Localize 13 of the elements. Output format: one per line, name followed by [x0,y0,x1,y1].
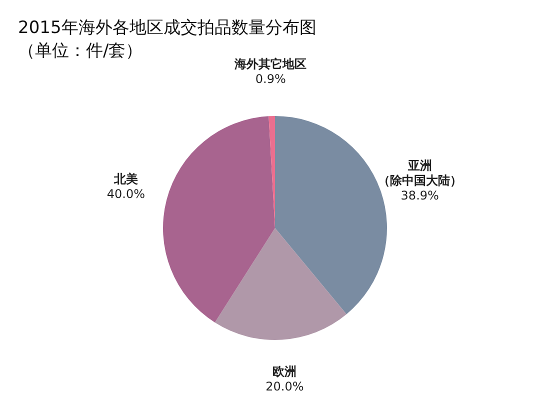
data-label: 40.0% [106,187,146,202]
data-label: 38.9% [400,188,439,203]
slice-label: 欧洲 [272,364,297,379]
pie-slice [275,116,387,314]
slice-label: 亚洲（除中国大陆） [378,158,462,188]
chart-title: 2015年海外各地区成交拍品数量分布图 [18,18,316,38]
chart-subtitle: （单位：件/套） [18,41,143,61]
data-label: 20.0% [266,380,304,394]
slice-label: 海外其它地区 [234,57,307,72]
pie-slice [163,116,275,322]
slice-label: 北美 [112,172,138,186]
data-label: 0.9% [255,72,286,86]
pie-slice [214,228,347,340]
